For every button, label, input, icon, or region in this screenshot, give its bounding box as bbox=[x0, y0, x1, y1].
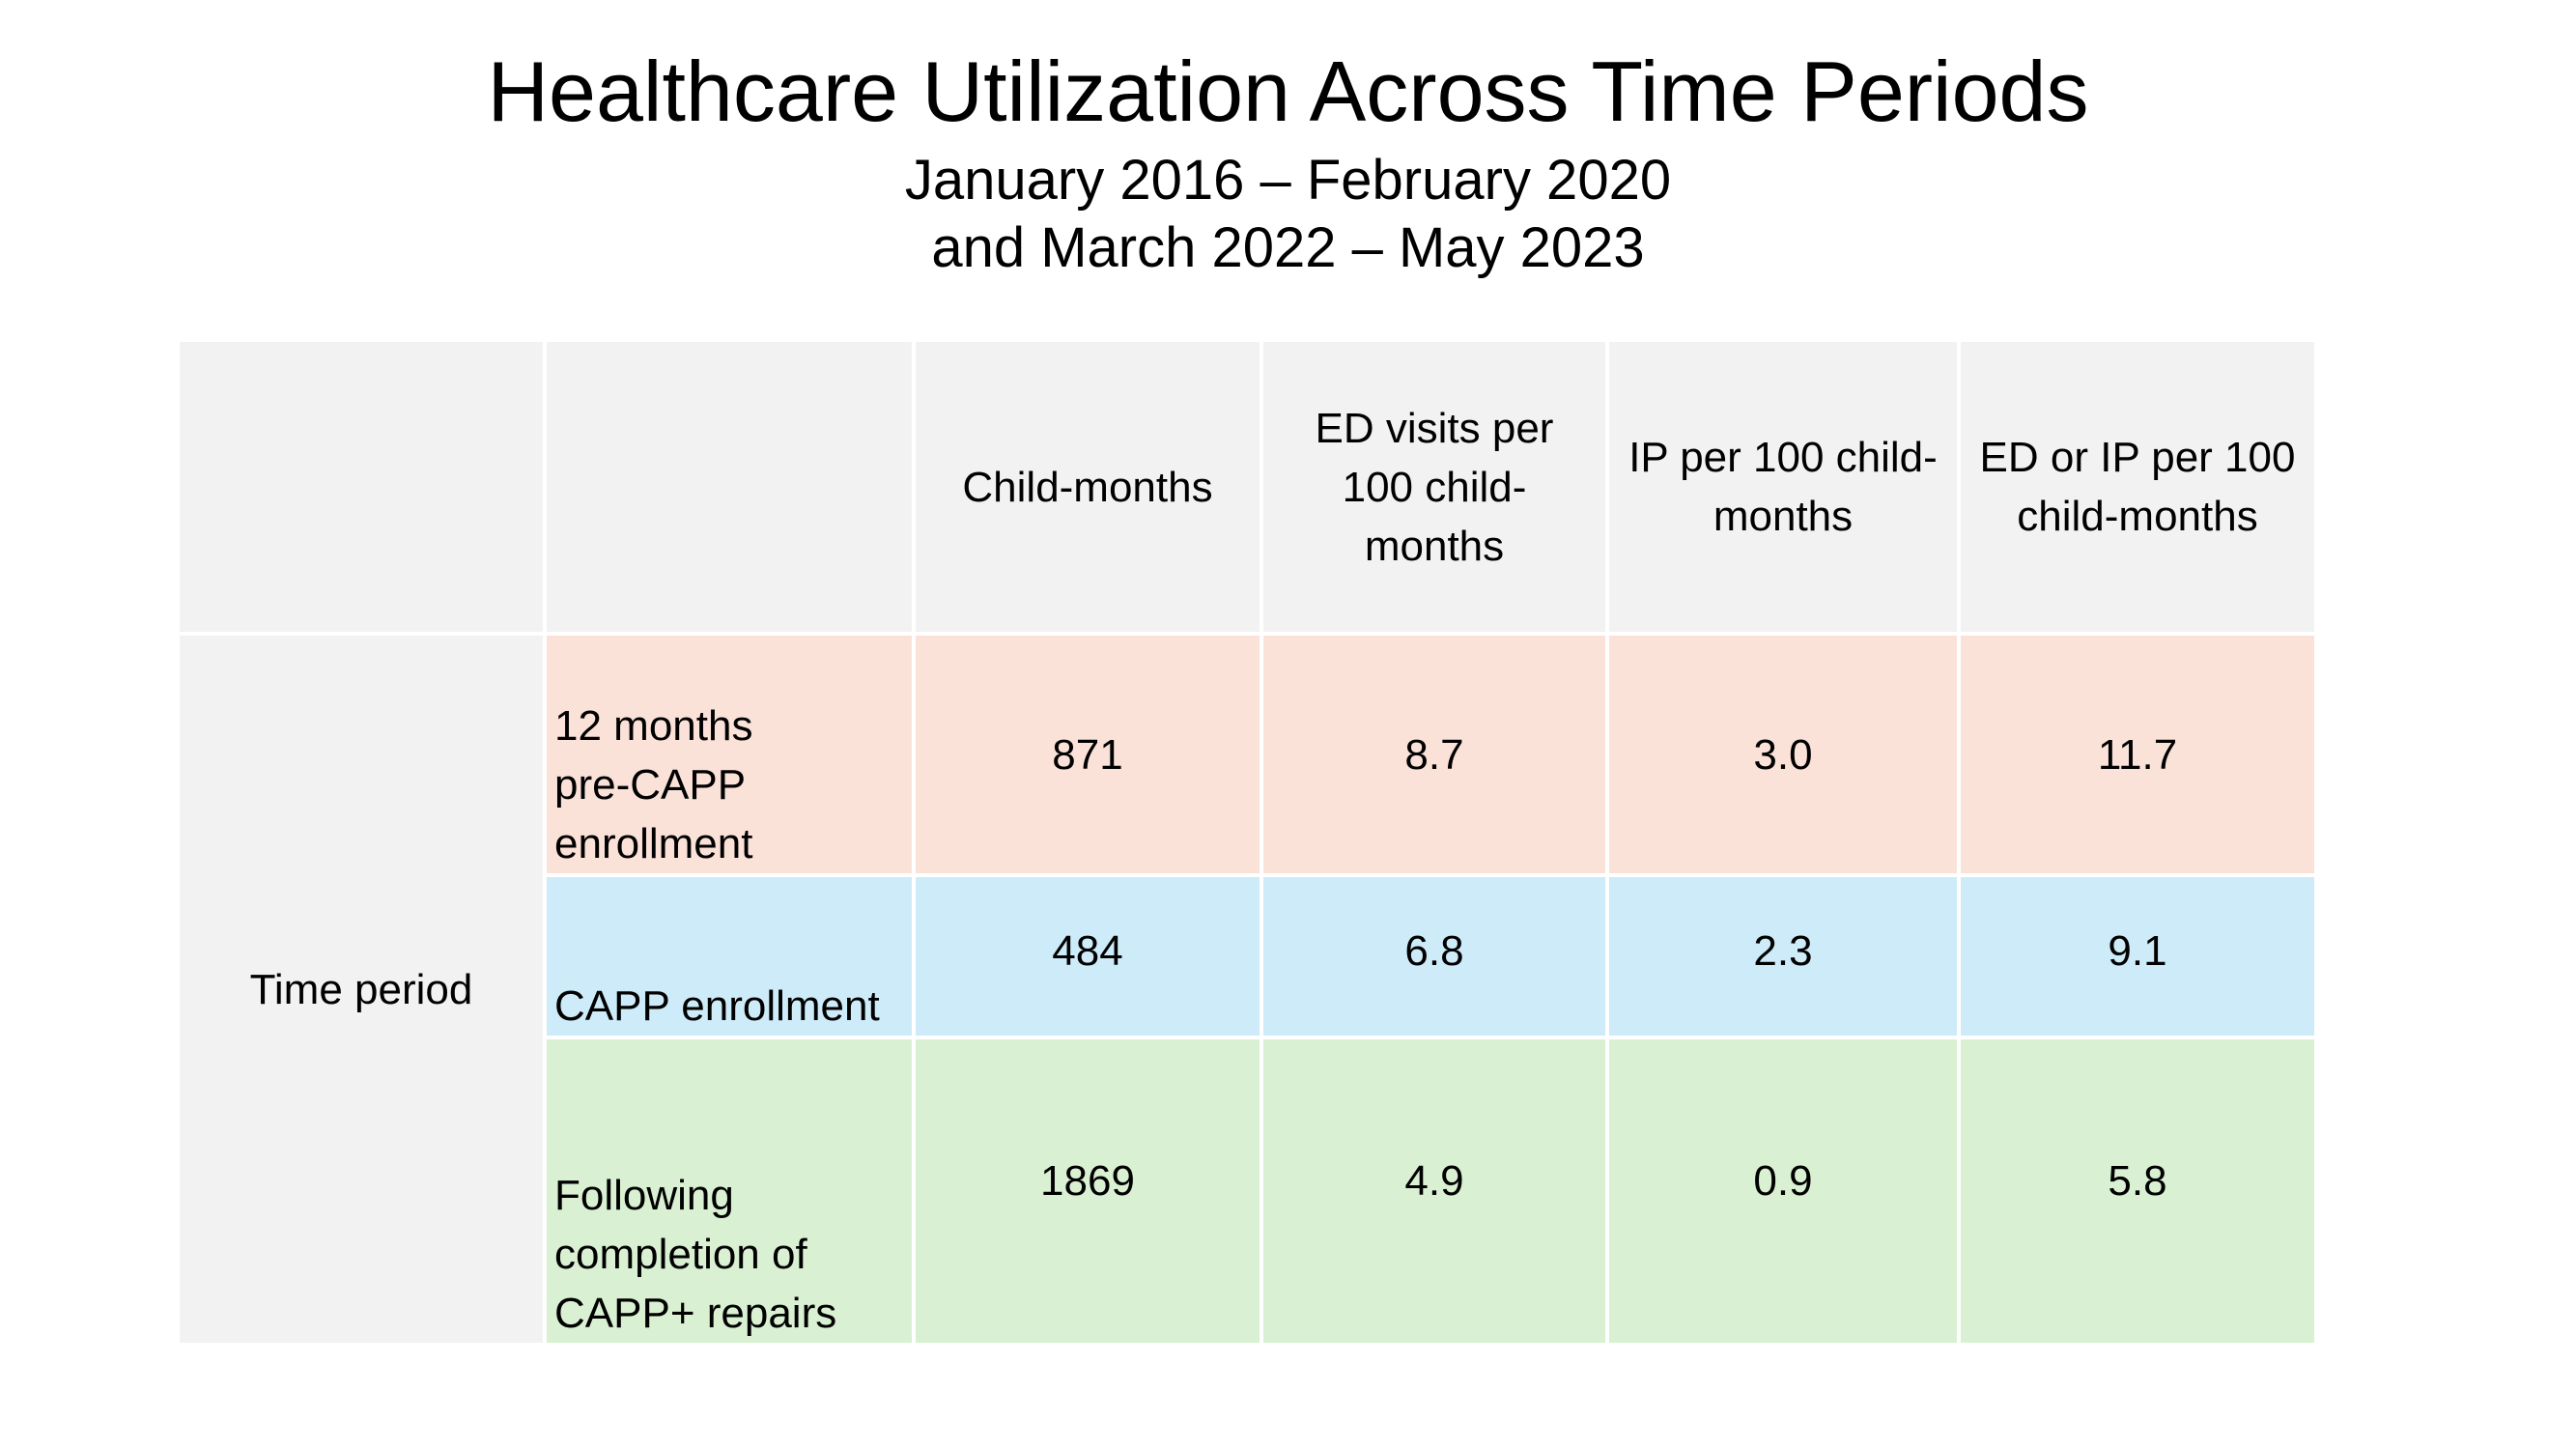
slide-subtitle-line1: January 2016 – February 2020 bbox=[904, 149, 1672, 212]
row-label-pre-capp: 12 months pre-CAPP enrollment bbox=[547, 636, 912, 873]
table-cell: 8.7 bbox=[1263, 636, 1605, 873]
table-cell: 871 bbox=[916, 636, 1260, 873]
slide-title: Healthcare Utilization Across Time Perio… bbox=[487, 43, 2089, 139]
header-ed-or-ip: ED or IP per 100 child-months bbox=[1961, 342, 2314, 632]
row-label-capp-enrollment: CAPP enrollment bbox=[547, 877, 912, 1036]
row-group-label: Time period bbox=[180, 636, 543, 1343]
row-label-following-repairs: Following completion of CAPP+ repairs bbox=[547, 1039, 912, 1343]
table-cell: 1869 bbox=[916, 1039, 1260, 1343]
table-cell: 484 bbox=[916, 877, 1260, 1036]
slide-subtitle-line2: and March 2022 – May 2023 bbox=[931, 216, 1645, 279]
header-ed-visits: ED visits per 100 child- months bbox=[1263, 342, 1605, 632]
utilization-table: Child-months ED visits per 100 child- mo… bbox=[180, 342, 2314, 1343]
header-ip: IP per 100 child- months bbox=[1609, 342, 1957, 632]
table-cell: 2.3 bbox=[1609, 877, 1957, 1036]
header-child-months: Child-months bbox=[916, 342, 1260, 632]
header-cell-empty-2 bbox=[547, 342, 912, 632]
table-cell: 9.1 bbox=[1961, 877, 2314, 1036]
table-cell: 0.9 bbox=[1609, 1039, 1957, 1343]
table-cell: 5.8 bbox=[1961, 1039, 2314, 1343]
header-cell-empty-1 bbox=[180, 342, 543, 632]
table-cell: 4.9 bbox=[1263, 1039, 1605, 1343]
table-cell: 3.0 bbox=[1609, 636, 1957, 873]
table-cell: 6.8 bbox=[1263, 877, 1605, 1036]
table-cell: 11.7 bbox=[1961, 636, 2314, 873]
